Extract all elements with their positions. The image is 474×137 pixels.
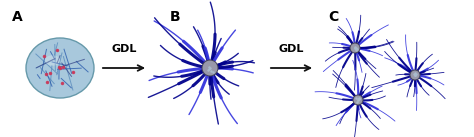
Text: A: A [12, 10, 23, 24]
Text: B: B [170, 10, 181, 24]
Ellipse shape [26, 38, 94, 98]
Circle shape [410, 70, 420, 80]
Circle shape [202, 60, 218, 76]
Circle shape [350, 43, 360, 53]
Text: C: C [328, 10, 338, 24]
Text: GDL: GDL [278, 44, 304, 54]
Ellipse shape [45, 55, 60, 66]
Circle shape [353, 95, 363, 105]
Text: GDL: GDL [111, 44, 137, 54]
